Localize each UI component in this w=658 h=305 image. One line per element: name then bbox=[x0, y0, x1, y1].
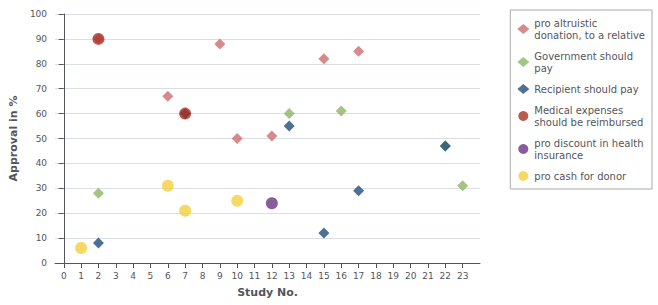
svg-text:10: 10 bbox=[36, 233, 48, 243]
svg-text:0: 0 bbox=[61, 271, 67, 281]
svg-text:23: 23 bbox=[457, 271, 468, 281]
svg-text:pro discount in health: pro discount in health bbox=[534, 138, 643, 149]
svg-text:90: 90 bbox=[36, 34, 48, 44]
svg-text:70: 70 bbox=[36, 84, 48, 94]
svg-text:Approval in %: Approval in % bbox=[7, 96, 20, 182]
svg-text:Medical expenses: Medical expenses bbox=[534, 105, 623, 116]
svg-text:insurance: insurance bbox=[534, 150, 583, 161]
svg-text:8: 8 bbox=[200, 271, 206, 281]
svg-text:1: 1 bbox=[78, 271, 84, 281]
svg-text:20: 20 bbox=[36, 208, 48, 218]
svg-text:15: 15 bbox=[318, 271, 329, 281]
svg-text:60: 60 bbox=[36, 109, 48, 119]
svg-text:22: 22 bbox=[440, 271, 451, 281]
svg-text:18: 18 bbox=[370, 271, 382, 281]
svg-text:2: 2 bbox=[96, 271, 102, 281]
svg-text:6: 6 bbox=[165, 271, 171, 281]
svg-text:13: 13 bbox=[283, 271, 294, 281]
svg-text:21: 21 bbox=[422, 271, 433, 281]
svg-text:3: 3 bbox=[113, 271, 119, 281]
svg-text:donation, to a relative: donation, to a relative bbox=[534, 30, 645, 41]
svg-text:4: 4 bbox=[130, 271, 136, 281]
svg-text:12: 12 bbox=[266, 271, 277, 281]
svg-text:80: 80 bbox=[36, 59, 48, 69]
svg-text:pro altruistic: pro altruistic bbox=[534, 18, 597, 29]
svg-text:0: 0 bbox=[41, 258, 47, 268]
svg-text:5: 5 bbox=[148, 271, 154, 281]
svg-text:20: 20 bbox=[405, 271, 417, 281]
svg-text:9: 9 bbox=[217, 271, 223, 281]
svg-text:100: 100 bbox=[30, 9, 47, 19]
svg-text:Recipient should pay: Recipient should pay bbox=[534, 84, 638, 95]
svg-text:should be reimbursed: should be reimbursed bbox=[534, 117, 643, 128]
svg-text:17: 17 bbox=[353, 271, 364, 281]
svg-text:40: 40 bbox=[36, 158, 48, 168]
svg-text:19: 19 bbox=[388, 271, 400, 281]
svg-text:11: 11 bbox=[249, 271, 260, 281]
svg-text:pro cash for donor: pro cash for donor bbox=[534, 171, 627, 182]
svg-text:14: 14 bbox=[301, 271, 313, 281]
svg-text:pay: pay bbox=[534, 63, 552, 74]
svg-text:Government should: Government should bbox=[534, 51, 633, 62]
svg-text:16: 16 bbox=[336, 271, 348, 281]
svg-text:30: 30 bbox=[36, 183, 48, 193]
svg-text:50: 50 bbox=[36, 134, 48, 144]
svg-text:10: 10 bbox=[231, 271, 243, 281]
svg-text:Study No.: Study No. bbox=[237, 286, 298, 299]
svg-text:7: 7 bbox=[182, 271, 188, 281]
